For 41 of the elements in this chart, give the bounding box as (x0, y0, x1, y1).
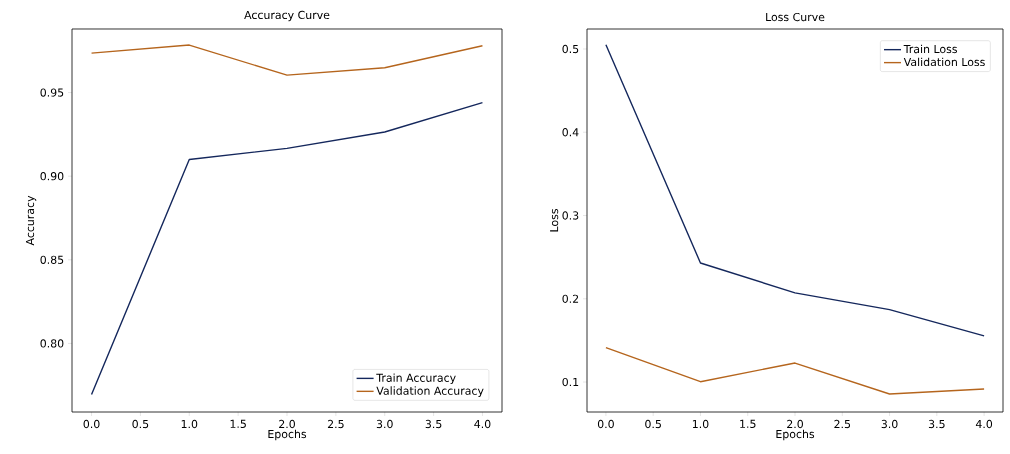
x-tick-label: 1.5 (230, 419, 246, 428)
chart-title: Loss Curve (766, 12, 825, 22)
x-tick-label: 0.0 (83, 419, 100, 429)
legend-label: Validation Loss (903, 57, 985, 67)
line-series (90, 44, 484, 76)
y-tick-label: 0.2 (562, 294, 579, 303)
x-axis-title: Epochs (268, 429, 307, 441)
y-tick-label: 0.1 (562, 377, 579, 387)
legend-label: Validation Accuracy (376, 386, 484, 397)
y-tick-label: 0.4 (562, 128, 579, 137)
legend-label: Train Loss (903, 44, 957, 54)
y-axis-title: Loss (550, 209, 559, 232)
x-axis-title: Epochs (776, 429, 815, 441)
x-tick-label: 3.0 (881, 419, 898, 429)
x-tick-label: 3.5 (928, 419, 945, 429)
line-series (605, 44, 985, 337)
x-tick-label: 1.0 (181, 419, 198, 429)
legend-label: Train Accuracy (376, 373, 456, 384)
y-tick-label: 0.80 (40, 339, 64, 348)
x-tick-label: 4.0 (474, 419, 491, 429)
y-tick-label: 0.90 (40, 172, 64, 181)
x-tick-label: 0.0 (597, 419, 614, 429)
line-series (605, 346, 985, 395)
x-tick-label: 2.5 (327, 419, 344, 429)
y-tick-label: 0.85 (40, 255, 64, 264)
x-tick-label: 0.5 (132, 419, 149, 429)
x-tick-label: 1.5 (740, 419, 756, 428)
x-tick-label: 2.5 (834, 419, 851, 429)
x-tick-label: 4.0 (975, 419, 993, 429)
y-axis-title: Accuracy (25, 195, 37, 246)
y-tick-label: 0.3 (562, 211, 579, 220)
x-tick-label: 3.0 (376, 419, 393, 429)
x-tick-label: 2.0 (279, 419, 295, 429)
y-tick-label: 0.5 (562, 44, 579, 54)
x-tick-label: 2.0 (787, 419, 803, 429)
y-tick-label: 0.95 (40, 88, 64, 97)
x-tick-label: 1.0 (692, 419, 709, 429)
line-series (90, 101, 484, 396)
x-tick-label: 3.5 (425, 419, 442, 429)
x-tick-label: 0.5 (645, 419, 661, 429)
chart-title: Accuracy Curve (244, 10, 330, 22)
